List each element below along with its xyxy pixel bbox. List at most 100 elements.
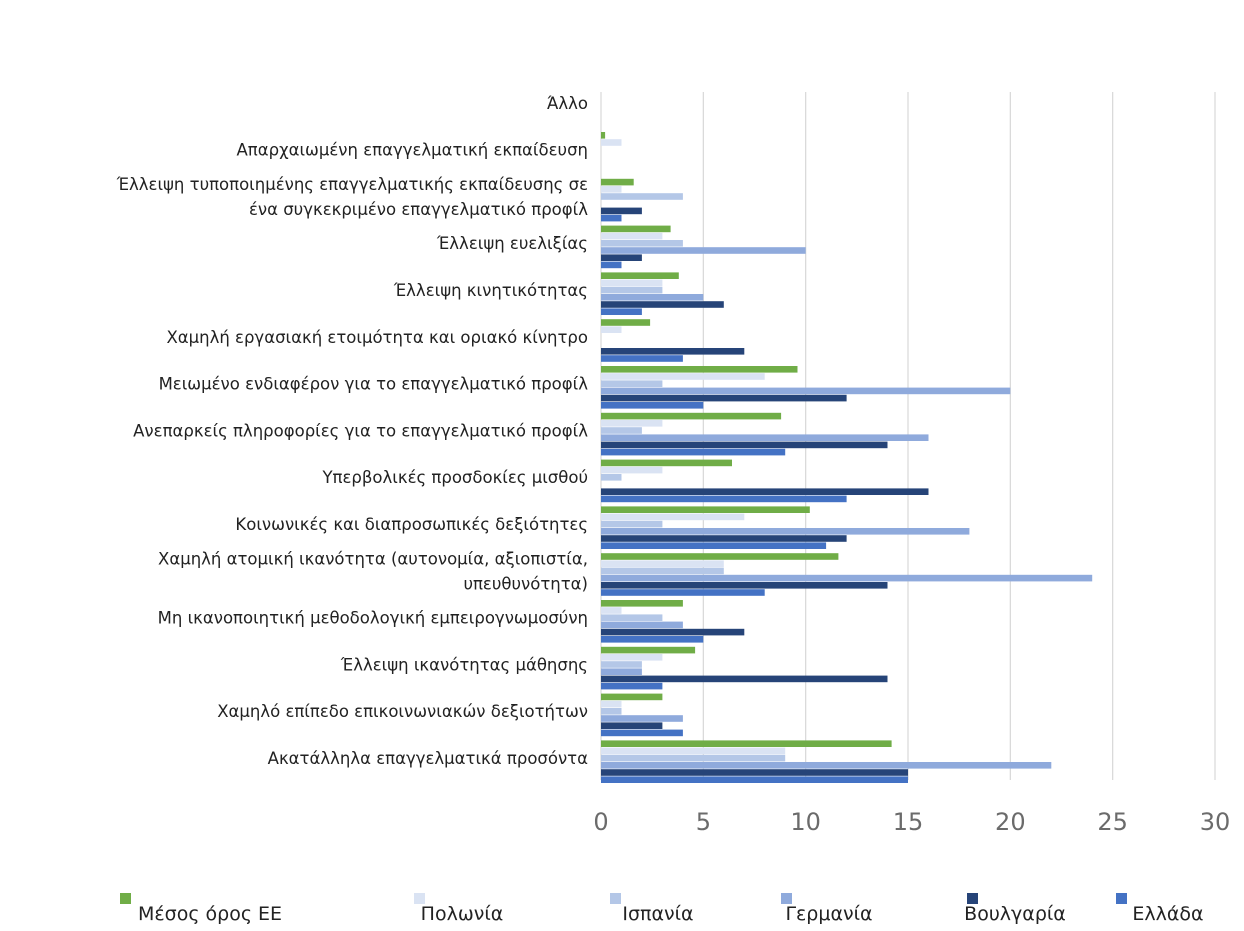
legend-swatch-ελλάδα bbox=[1116, 893, 1127, 904]
bar-γερμανία bbox=[601, 668, 642, 675]
bar-ισπανία bbox=[601, 427, 642, 434]
bar-πολωνία bbox=[601, 139, 622, 146]
x-tick-label: 25 bbox=[1097, 808, 1128, 836]
x-tick-label: 5 bbox=[696, 808, 711, 836]
bar-βουλγαρία bbox=[601, 207, 642, 215]
bar-ελλάδα bbox=[601, 495, 847, 503]
x-tick-label: 15 bbox=[893, 808, 924, 836]
legend-label-μέσος-όρος-εε: Μέσος όρος ΕΕ bbox=[138, 903, 282, 925]
bar-πολωνία bbox=[601, 607, 622, 614]
bar-πολωνία bbox=[601, 326, 622, 333]
bar-βουλγαρία bbox=[601, 628, 745, 636]
bar-μέσος-όρος-εε bbox=[601, 693, 663, 701]
bar-ισπανία bbox=[601, 520, 663, 528]
bar-βουλγαρία bbox=[601, 675, 888, 683]
x-tick-label: 30 bbox=[1200, 808, 1231, 836]
bar-ισπανία bbox=[601, 240, 683, 247]
bar-βουλγαρία bbox=[601, 488, 929, 495]
bar-ισπανία bbox=[601, 614, 663, 621]
bar-ισπανία bbox=[601, 708, 622, 715]
bar-γερμανία bbox=[601, 387, 1011, 395]
category-label: Χαμηλή ατομική ικανότητα (αυτονομία, αξι… bbox=[158, 549, 588, 568]
bar-μέσος-όρος-εε bbox=[601, 178, 634, 186]
bar-γερμανία bbox=[601, 434, 929, 441]
bar-πολωνία bbox=[601, 420, 663, 427]
bar-πολωνία bbox=[601, 466, 663, 474]
bar-ισπανία bbox=[601, 567, 724, 575]
bar-ισπανία bbox=[601, 661, 642, 668]
bar-βουλγαρία bbox=[601, 441, 888, 449]
bar-βουλγαρία bbox=[601, 582, 888, 589]
bar-ελλάδα bbox=[601, 589, 765, 596]
category-label: ένα συγκεκριμένο επαγγελματικό προφίλ bbox=[249, 200, 588, 219]
legend-swatch-μέσος-όρος-εε bbox=[120, 893, 131, 904]
bar-πολωνία bbox=[601, 232, 663, 240]
bar-ελλάδα bbox=[601, 729, 683, 737]
bar-βουλγαρία bbox=[601, 535, 847, 542]
bar-γερμανία bbox=[601, 762, 1052, 769]
bar-βουλγαρία bbox=[601, 769, 908, 776]
bar-μέσος-όρος-εε bbox=[601, 600, 683, 607]
bar-ελλάδα bbox=[601, 682, 663, 690]
bar-μέσος-όρος-εε bbox=[601, 412, 782, 420]
bar-ελλάδα bbox=[601, 308, 642, 315]
bar-πολωνία bbox=[601, 560, 724, 567]
category-label: Άλλο bbox=[547, 94, 588, 113]
legend-label-πολωνία: Πολωνία bbox=[421, 903, 504, 925]
legend-swatch-πολωνία bbox=[414, 893, 425, 904]
bar-πολωνία bbox=[601, 700, 622, 708]
bar-μέσος-όρος-εε bbox=[601, 132, 606, 139]
bar-πολωνία bbox=[601, 747, 786, 755]
bar-γερμανία bbox=[601, 528, 970, 535]
bar-ισπανία bbox=[601, 193, 683, 200]
category-label: Έλλειψη ικανότητας μάθησης bbox=[340, 655, 588, 674]
bar-ελλάδα bbox=[601, 355, 683, 362]
category-label: Έλλειψη τυποποιημένης επαγγελματικής εκπ… bbox=[116, 175, 588, 194]
bar-ελλάδα bbox=[601, 542, 827, 549]
legend-swatch-ισπανία bbox=[610, 893, 621, 904]
bar-ισπανία bbox=[601, 754, 786, 762]
bar-βουλγαρία bbox=[601, 394, 847, 402]
bar-γερμανία bbox=[601, 715, 683, 722]
category-label: Ακατάλληλα επαγγελματικά προσόντα bbox=[268, 749, 588, 768]
x-axis-ticks: 0 5 10 15 20 25 30 bbox=[593, 808, 1230, 836]
legend-label-βουλγαρία: Βουλγαρία bbox=[964, 903, 1066, 925]
bar-ελλάδα bbox=[601, 636, 704, 643]
category-label: Μειωμένο ενδιαφέρον για το επαγγελματικό… bbox=[159, 375, 589, 394]
bar-πολωνία bbox=[601, 513, 745, 521]
legend-swatch-βουλγαρία bbox=[967, 893, 978, 904]
bar-μέσος-όρος-εε bbox=[601, 740, 892, 747]
bar-μέσος-όρος-εε bbox=[601, 459, 732, 467]
bar-μέσος-όρος-εε bbox=[601, 506, 810, 513]
bar-μέσος-όρος-εε bbox=[601, 319, 651, 326]
category-label: Κοινωνικές και διαπροσωπικές δεξιότητες bbox=[235, 515, 588, 534]
bar-πολωνία bbox=[601, 186, 622, 193]
bar-μέσος-όρος-εε bbox=[601, 225, 671, 233]
bar-πολωνία bbox=[601, 373, 765, 380]
bar-γερμανία bbox=[601, 294, 704, 301]
bar-βουλγαρία bbox=[601, 301, 724, 308]
category-label: Μη ικανοποιητική μεθοδολογική εμπειρογνω… bbox=[158, 609, 588, 628]
x-tick-label: 0 bbox=[593, 808, 608, 836]
legend-label-ελλάδα: Ελλάδα bbox=[1132, 903, 1203, 925]
legend-label-ισπανία: Ισπανία bbox=[622, 903, 693, 925]
category-label: Έλλειψη ευελιξίας bbox=[436, 234, 588, 253]
bar-πολωνία bbox=[601, 654, 663, 661]
bar-ελλάδα bbox=[601, 402, 704, 409]
bar-ελλάδα bbox=[601, 261, 622, 269]
bar-βουλγαρία bbox=[601, 722, 663, 729]
bar-μέσος-όρος-εε bbox=[601, 272, 679, 279]
category-label: Έλλειψη κινητικότητας bbox=[393, 281, 588, 300]
bar-βουλγαρία bbox=[601, 254, 642, 261]
category-label: Ανεπαρκείς πληροφορίες για το επαγγελματ… bbox=[133, 421, 588, 440]
bar-ισπανία bbox=[601, 380, 663, 387]
x-tick-label: 20 bbox=[995, 808, 1026, 836]
bar-μέσος-όρος-εε bbox=[601, 553, 839, 560]
bar-μέσος-όρος-εε bbox=[601, 366, 798, 373]
bar-γερμανία bbox=[601, 247, 806, 254]
bars bbox=[601, 132, 1093, 783]
legend-swatch-γερμανία bbox=[781, 893, 792, 904]
legend-label-γερμανία: Γερμανία bbox=[785, 903, 872, 925]
